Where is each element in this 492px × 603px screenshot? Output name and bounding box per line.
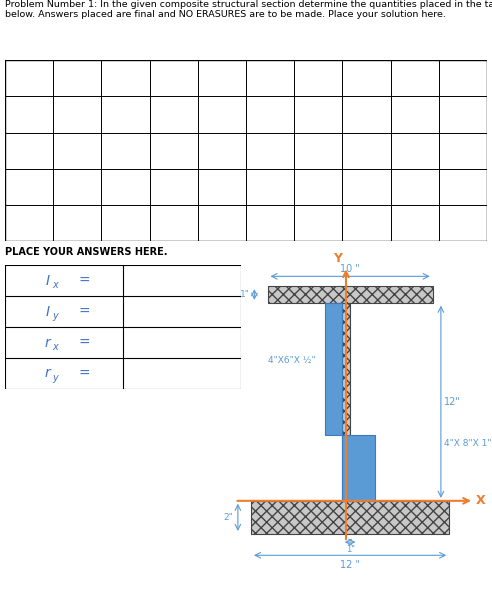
Text: 12 ": 12 " <box>340 560 360 570</box>
Text: =: = <box>78 274 90 288</box>
Text: =: = <box>78 305 90 318</box>
Text: y: y <box>52 311 58 321</box>
Bar <box>342 435 375 501</box>
Text: r: r <box>44 367 50 380</box>
Text: x: x <box>52 280 58 291</box>
Text: X: X <box>476 494 485 507</box>
Text: Y: Y <box>333 252 342 265</box>
Text: 1": 1" <box>345 545 355 554</box>
Text: =: = <box>78 336 90 350</box>
Text: y: y <box>52 373 58 383</box>
Bar <box>325 303 342 435</box>
Text: 2": 2" <box>223 513 233 522</box>
Text: 4"X6"X ½": 4"X6"X ½" <box>268 356 315 365</box>
Text: x: x <box>52 343 58 352</box>
Bar <box>268 286 432 303</box>
Text: 1": 1" <box>240 290 249 299</box>
Text: PLACE YOUR ANSWERS HERE.: PLACE YOUR ANSWERS HERE. <box>5 247 167 257</box>
Text: I: I <box>46 274 50 288</box>
Text: 12": 12" <box>444 397 461 407</box>
Bar <box>251 501 449 534</box>
Text: r: r <box>44 336 50 350</box>
Text: Problem Number 1: In the given composite structural section determine the quanti: Problem Number 1: In the given composite… <box>5 0 492 19</box>
Text: =: = <box>78 367 90 380</box>
Bar <box>342 303 350 501</box>
Text: 10 ": 10 " <box>340 264 360 274</box>
Text: 4"X 8"X 1": 4"X 8"X 1" <box>444 438 492 447</box>
Text: I: I <box>46 305 50 318</box>
